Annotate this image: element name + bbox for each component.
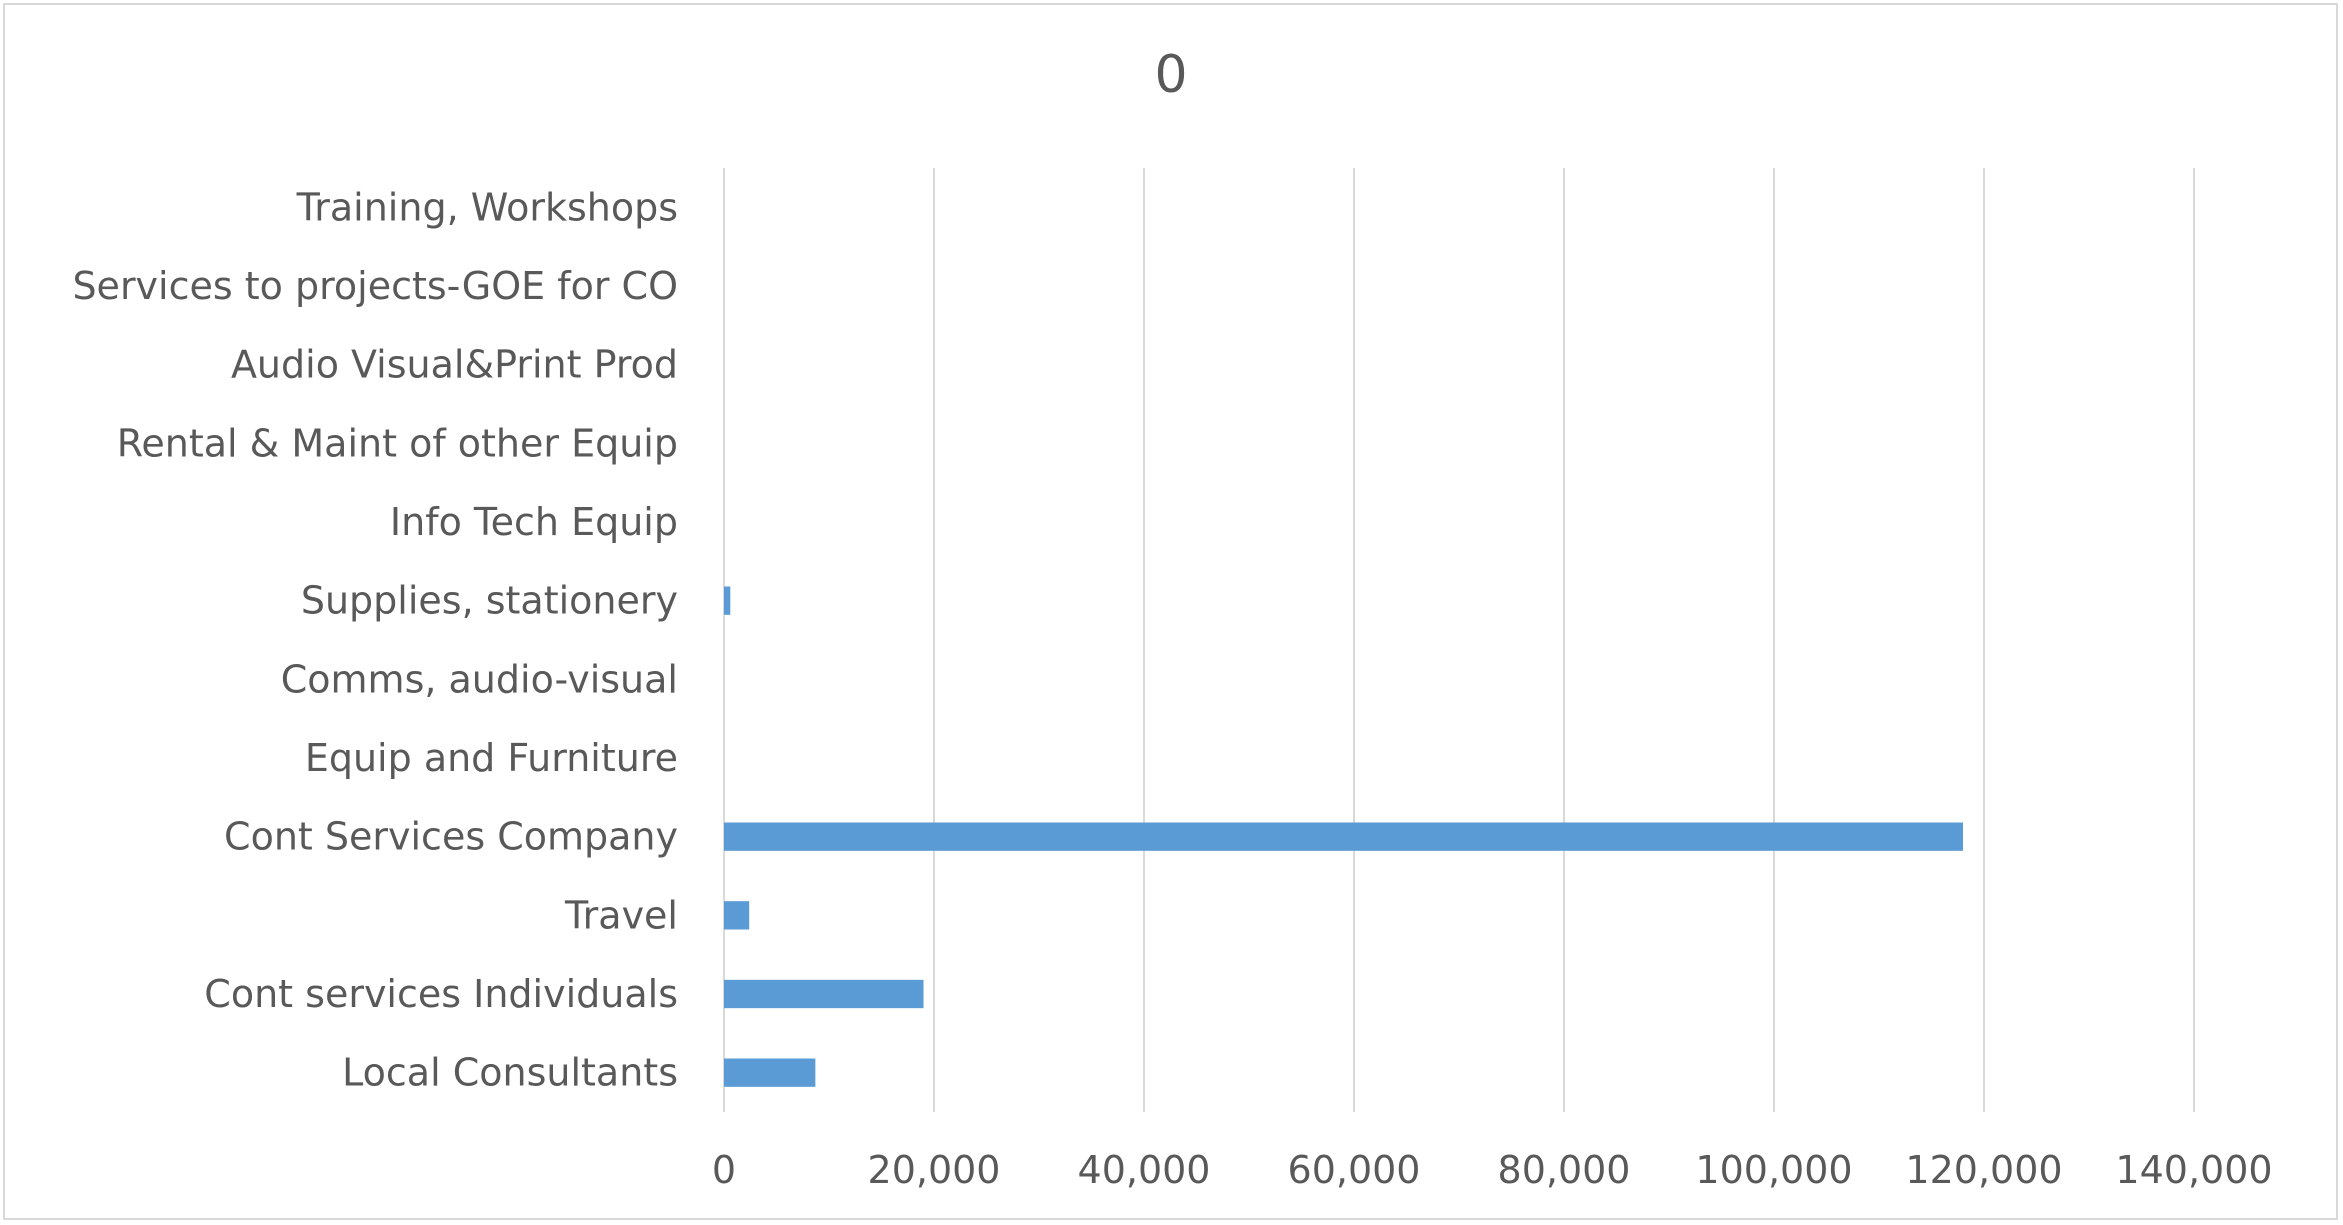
x-tick-labels: 0 20,000 40,000 60,000 80,000 100,000 120,000 1… [712, 1148, 2273, 1192]
x-tick-label: 100,000 [1695, 1148, 1852, 1192]
category-label: Local Consultants [342, 1051, 678, 1095]
category-label: Cont services Individuals [204, 972, 678, 1016]
category-label: Training, Workshops [296, 185, 678, 229]
category-label: Rental & Maint of other Equip [117, 421, 678, 465]
category-labels: Local Consultants Cont services Individua… [72, 185, 678, 1094]
bar [724, 901, 750, 930]
chart-title: 0 [1154, 45, 1187, 105]
gridlines [723, 168, 2195, 1112]
x-tick-label: 20,000 [868, 1148, 1001, 1192]
bar [724, 979, 924, 1009]
x-tick-label: 120,000 [1905, 1148, 2062, 1192]
chart-frame [3, 3, 2338, 1220]
category-label: Comms, audio-visual [281, 657, 678, 701]
x-tick-label: 0 [712, 1148, 736, 1192]
x-tick-label: 40,000 [1078, 1148, 1211, 1192]
category-label: Info Tech Equip [390, 500, 678, 544]
bars [724, 586, 1963, 1087]
category-label: Cont Services Company [224, 815, 678, 859]
bar [724, 586, 731, 615]
category-label: Supplies, stationery [301, 579, 678, 623]
category-label: Travel [564, 893, 678, 937]
category-label: Equip and Furniture [305, 736, 678, 780]
bar [724, 822, 1963, 851]
category-label: Services to projects-GOE for CO [72, 264, 678, 308]
x-tick-label: 60,000 [1288, 1148, 1421, 1192]
category-label: Audio Visual&Print Prod [231, 343, 678, 387]
bar [724, 1058, 816, 1087]
x-tick-label: 80,000 [1498, 1148, 1631, 1192]
x-tick-label: 140,000 [2115, 1148, 2272, 1192]
